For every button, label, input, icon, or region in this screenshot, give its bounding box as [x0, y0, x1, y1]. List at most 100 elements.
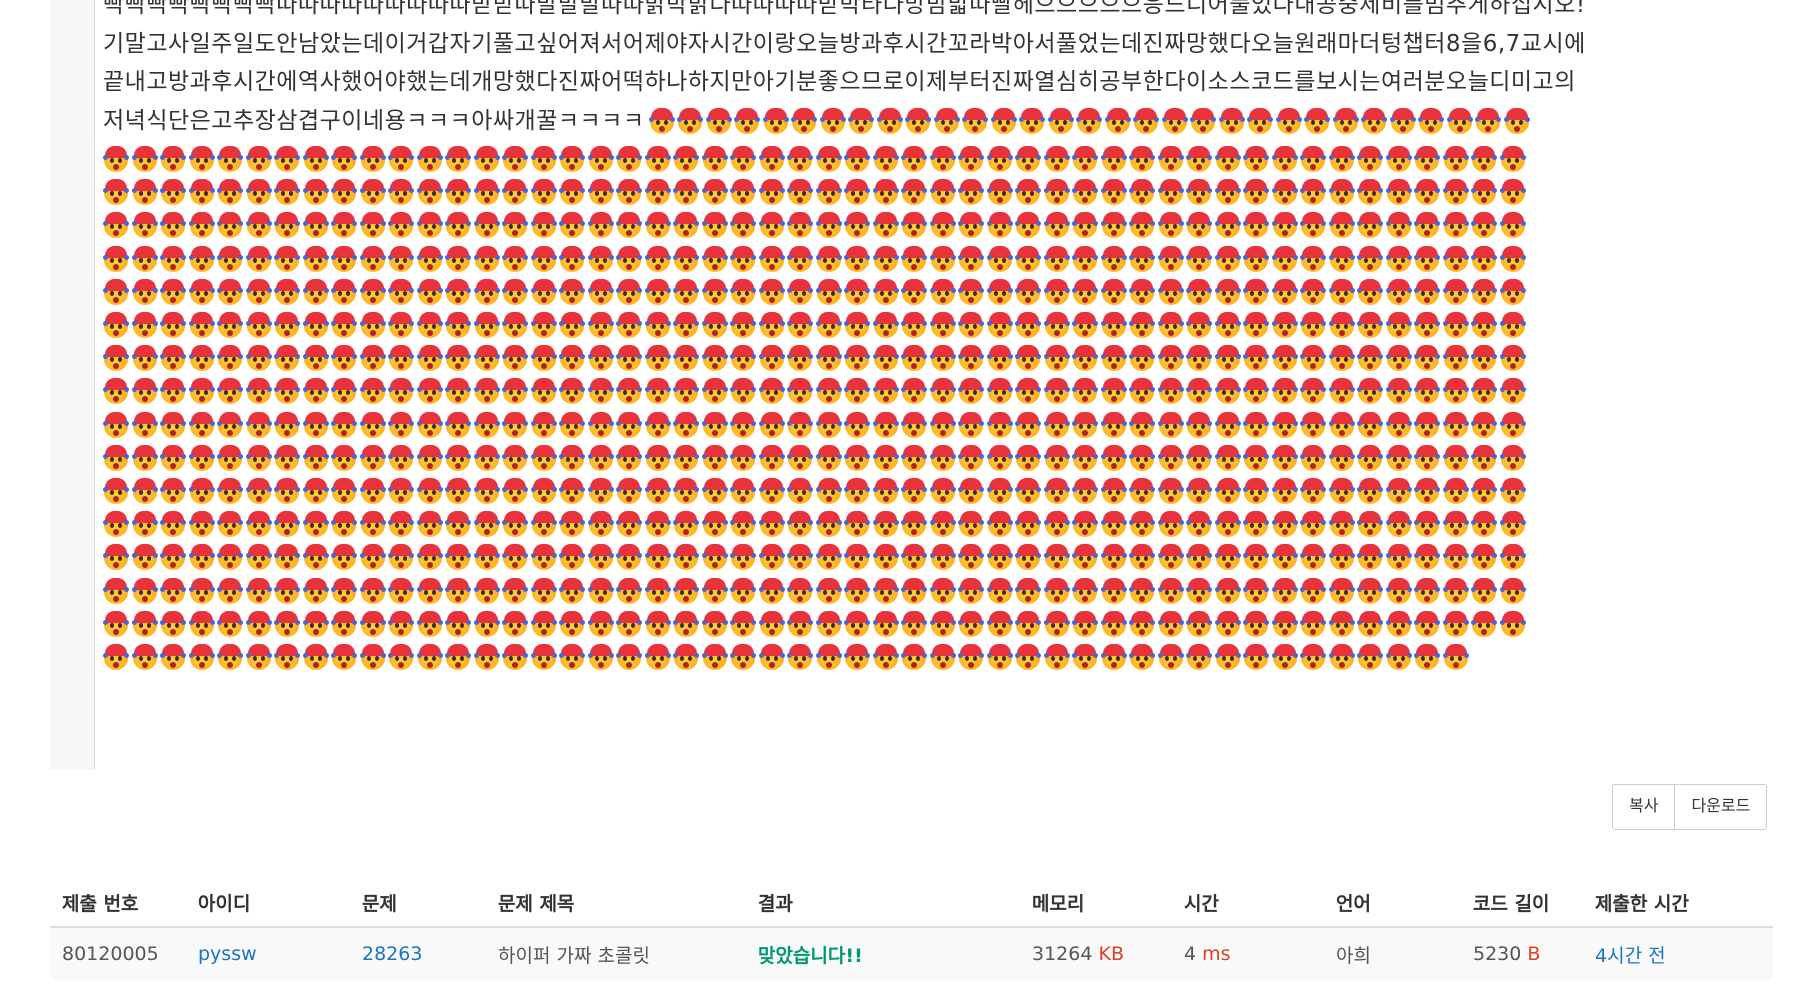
hot-face-emoji-icon — [673, 411, 699, 438]
hot-face-emoji-icon — [872, 511, 899, 538]
hot-face-emoji-icon — [876, 108, 903, 134]
hot-face-emoji-icon — [901, 345, 927, 372]
problem-id-link[interactable]: 28263 — [362, 943, 422, 965]
hot-face-emoji-icon — [1357, 478, 1383, 504]
hot-face-emoji-icon — [502, 146, 528, 172]
hot-face-emoji-icon — [734, 108, 761, 134]
hot-face-emoji-icon — [872, 212, 899, 239]
hot-face-emoji-icon — [103, 179, 129, 206]
hot-face-emoji-icon — [388, 278, 414, 305]
hot-face-emoji-icon — [331, 444, 357, 471]
hot-face-emoji-icon — [844, 179, 870, 206]
download-button[interactable]: 다운로드 — [1674, 785, 1766, 829]
hot-face-emoji-icon — [1442, 610, 1469, 637]
hot-face-emoji-icon — [705, 108, 732, 134]
hot-face-emoji-icon — [502, 378, 528, 405]
hot-face-emoji-icon — [502, 444, 528, 471]
hot-face-emoji-icon — [673, 444, 699, 471]
hot-face-emoji-icon — [1214, 146, 1241, 172]
col-header-code-length: 코드 길이 — [1461, 878, 1583, 928]
hot-face-emoji-icon — [673, 179, 699, 206]
hot-face-emoji-icon — [730, 146, 756, 172]
hot-face-emoji-icon — [1015, 378, 1041, 405]
hot-face-emoji-icon — [1214, 312, 1241, 338]
hot-face-emoji-icon — [274, 577, 300, 604]
hot-face-emoji-icon — [1247, 108, 1274, 134]
code-length-unit: B — [1527, 943, 1540, 965]
hot-face-emoji-icon — [758, 478, 785, 504]
hot-face-emoji-icon — [616, 444, 642, 471]
hot-face-emoji-icon — [1357, 610, 1383, 637]
hot-face-emoji-icon — [188, 179, 215, 206]
hot-face-emoji-icon — [359, 577, 386, 604]
hot-face-emoji-icon — [559, 345, 585, 372]
hot-face-emoji-icon — [388, 511, 414, 538]
hot-face-emoji-icon — [730, 312, 756, 338]
hot-face-emoji-icon — [1243, 544, 1269, 571]
hot-face-emoji-icon — [359, 312, 386, 338]
hot-face-emoji-icon — [1271, 544, 1298, 571]
hot-face-emoji-icon — [901, 644, 927, 670]
hot-face-emoji-icon — [844, 478, 870, 504]
hot-face-emoji-icon — [644, 278, 671, 305]
hot-face-emoji-icon — [245, 278, 272, 305]
hot-face-emoji-icon — [1499, 245, 1526, 272]
hot-face-emoji-icon — [188, 245, 215, 272]
hot-face-emoji-icon — [929, 478, 956, 504]
hot-face-emoji-icon — [502, 544, 528, 571]
hot-face-emoji-icon — [986, 278, 1013, 305]
hot-face-emoji-icon — [1271, 312, 1298, 338]
copy-button[interactable]: 복사 — [1613, 785, 1674, 829]
user-id-link[interactable]: pyssw — [198, 943, 257, 965]
hot-face-emoji-icon — [1442, 378, 1469, 405]
hot-face-emoji-icon — [188, 411, 215, 438]
hot-face-emoji-icon — [131, 245, 158, 272]
hot-face-emoji-icon — [160, 511, 186, 538]
hot-face-emoji-icon — [701, 179, 728, 206]
hot-face-emoji-icon — [1243, 644, 1269, 670]
hot-face-emoji-icon — [1186, 444, 1212, 471]
hot-face-emoji-icon — [730, 478, 756, 504]
hot-face-emoji-icon — [730, 378, 756, 405]
hot-face-emoji-icon — [758, 511, 785, 538]
hot-face-emoji-icon — [1300, 212, 1326, 239]
hot-face-emoji-icon — [1072, 212, 1098, 239]
hot-face-emoji-icon — [302, 312, 329, 338]
hot-face-emoji-icon — [1300, 312, 1326, 338]
hot-face-emoji-icon — [1015, 444, 1041, 471]
hot-face-emoji-icon — [131, 511, 158, 538]
hot-face-emoji-icon — [1129, 577, 1155, 604]
hot-face-emoji-icon — [245, 577, 272, 604]
hot-face-emoji-icon — [844, 378, 870, 405]
hot-face-emoji-icon — [274, 644, 300, 670]
hot-face-emoji-icon — [1271, 345, 1298, 372]
hot-face-emoji-icon — [1157, 245, 1184, 272]
hot-face-emoji-icon — [160, 312, 186, 338]
hot-face-emoji-icon — [473, 644, 500, 670]
hot-face-emoji-icon — [587, 478, 614, 504]
hot-face-emoji-icon — [188, 212, 215, 239]
hot-face-emoji-icon — [1100, 444, 1127, 471]
hot-face-emoji-icon — [302, 146, 329, 172]
hot-face-emoji-icon — [758, 312, 785, 338]
hot-face-emoji-icon — [844, 411, 870, 438]
hot-face-emoji-icon — [473, 278, 500, 305]
hot-face-emoji-icon — [473, 245, 500, 272]
hot-face-emoji-icon — [1271, 278, 1298, 305]
hot-face-emoji-icon — [331, 212, 357, 239]
hot-face-emoji-icon — [359, 610, 386, 637]
submitted-at-link[interactable]: 4시간 전 — [1595, 945, 1666, 967]
hot-face-emoji-icon — [787, 179, 813, 206]
hot-face-emoji-icon — [217, 278, 243, 305]
hot-face-emoji-icon — [958, 644, 984, 670]
hot-face-emoji-icon — [1186, 345, 1212, 372]
hot-face-emoji-icon — [1100, 212, 1127, 239]
hot-face-emoji-icon — [1271, 411, 1298, 438]
source-code-text[interactable]: 빡빡빡빡빡빡빡빡따따따따따따따따따받받따발발발따따밝박밝다따따따따받박타다망밤밟… — [103, 0, 1763, 140]
hot-face-emoji-icon — [958, 478, 984, 504]
hot-face-emoji-icon — [445, 312, 471, 338]
hot-face-emoji-icon — [1100, 478, 1127, 504]
hot-face-emoji-icon — [473, 577, 500, 604]
hot-face-emoji-icon — [815, 212, 842, 239]
hot-face-emoji-icon — [331, 610, 357, 637]
